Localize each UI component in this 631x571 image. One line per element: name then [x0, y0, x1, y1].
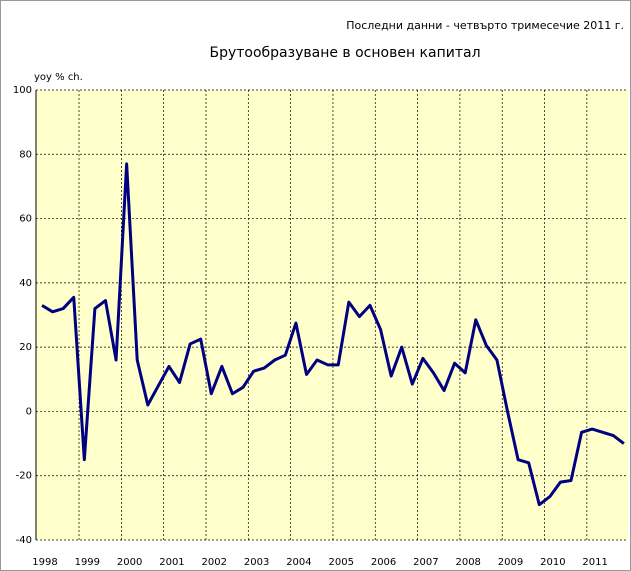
x-tick-label: 1998 — [32, 557, 57, 568]
x-tick-label: 2005 — [329, 557, 354, 568]
y-tick-label: 80 — [19, 149, 32, 160]
y-tick-label: 20 — [19, 342, 32, 353]
data-line — [41, 162, 625, 507]
x-tick-label: 2003 — [244, 557, 269, 568]
x-tick-label: 1999 — [75, 557, 100, 568]
chart-title: Брутообразуване в основен капитал — [209, 45, 480, 61]
x-tick-label: 2008 — [455, 557, 480, 568]
plot-area — [36, 90, 628, 540]
y-tick-label: 0 — [26, 406, 32, 417]
y-tick-label: -20 — [16, 471, 32, 482]
x-tick-label: 2002 — [202, 557, 227, 568]
y-tick-label: 40 — [19, 278, 32, 289]
x-tick-label: 2011 — [582, 557, 607, 568]
y-axis-label: yoy % ch. — [34, 72, 83, 83]
note: Последни данни - четвърто тримесечие 201… — [346, 19, 624, 32]
y-tick-label: 100 — [13, 85, 32, 96]
x-tick-label: 2007 — [413, 557, 438, 568]
x-tick-label: 2000 — [117, 557, 142, 568]
x-tick-label: 2001 — [159, 557, 184, 568]
x-tick-label: 2006 — [371, 557, 396, 568]
y-tick-label: 60 — [19, 214, 32, 225]
x-tick-label: 2004 — [286, 557, 311, 568]
x-tick-label: 2009 — [498, 557, 523, 568]
x-tick-label: 2010 — [540, 557, 565, 568]
y-tick-label: -40 — [16, 535, 32, 546]
